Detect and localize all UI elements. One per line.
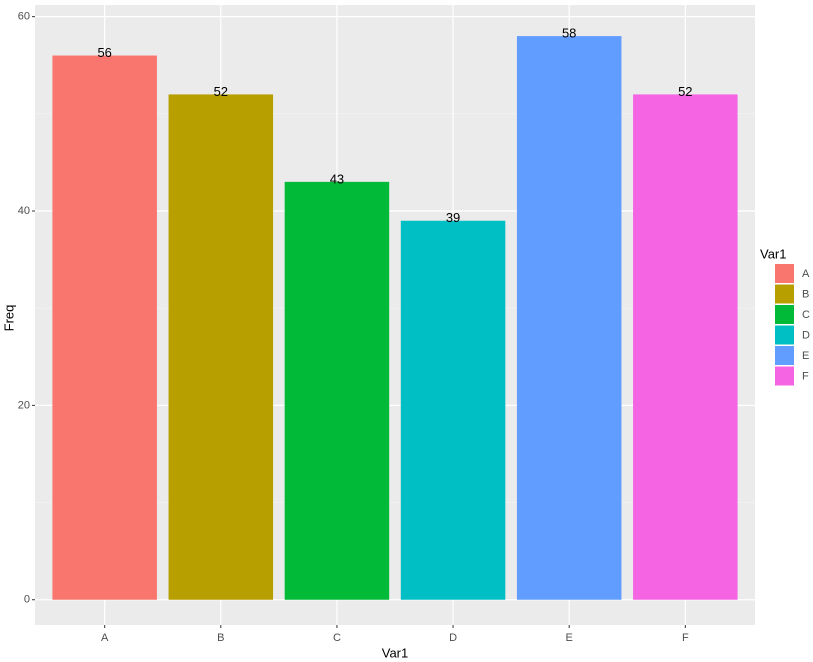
value-label: 39: [446, 210, 460, 225]
y-axis-label: Freq: [1, 305, 16, 332]
legend-key: [775, 366, 794, 386]
y-tick-label: 40: [18, 205, 30, 217]
legend-key: [775, 264, 794, 283]
legend-label: E: [802, 350, 809, 362]
x-tick-label: D: [449, 632, 457, 644]
bar: [400, 220, 506, 600]
bar: [516, 36, 622, 600]
bar: [168, 94, 274, 600]
bar: [633, 94, 738, 600]
value-label: 58: [562, 26, 576, 41]
legend-label: B: [802, 288, 809, 300]
value-label: 52: [678, 84, 692, 99]
bar: [52, 55, 157, 600]
x-tick-label: B: [217, 632, 224, 644]
value-label: 56: [97, 45, 111, 60]
x-tick-label: C: [333, 632, 341, 644]
x-tick-label: F: [682, 632, 689, 644]
legend-key: [775, 305, 794, 324]
legend-label: F: [802, 370, 809, 382]
bar: [284, 181, 390, 600]
legend-key: [775, 284, 794, 304]
x-tick-label: E: [566, 632, 573, 644]
value-label: 52: [214, 84, 228, 99]
legend-label: A: [802, 268, 810, 280]
legend-label: D: [802, 329, 810, 341]
x-tick-label: A: [101, 632, 109, 644]
x-axis-label: Var1: [382, 645, 409, 660]
y-tick-label: 0: [24, 594, 30, 606]
legend-key: [775, 325, 794, 345]
legend-key: [775, 346, 794, 365]
value-label: 43: [330, 171, 344, 186]
legend-title: Var1: [760, 246, 787, 261]
legend-label: C: [802, 309, 810, 321]
y-tick-label: 60: [18, 11, 30, 23]
y-tick-label: 20: [18, 399, 30, 411]
